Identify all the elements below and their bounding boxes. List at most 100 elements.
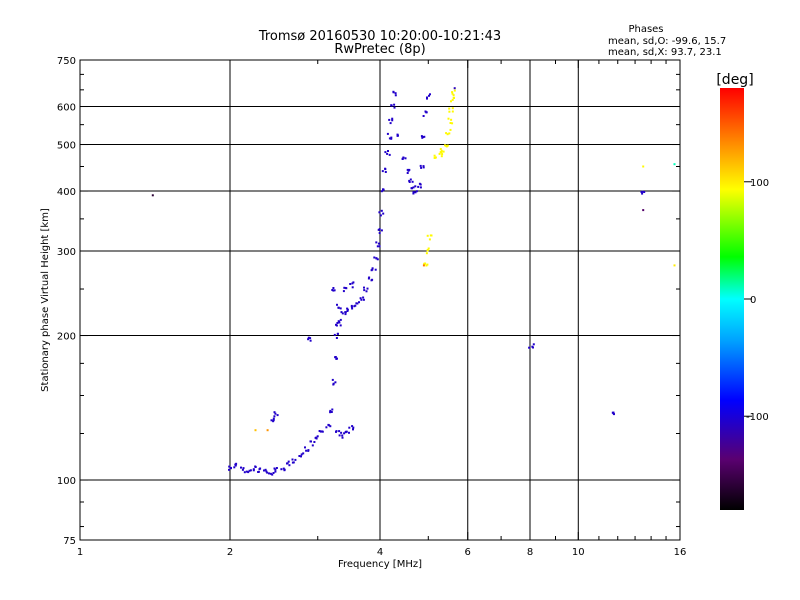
x-tick-label: 6: [465, 547, 471, 558]
echo-point: [387, 150, 389, 152]
echo-point: [451, 92, 454, 95]
echo-point: [234, 463, 237, 466]
echo-point: [264, 468, 267, 471]
echo-point: [442, 150, 445, 153]
y-axis-label: Stationary phase Virtual Height [km]: [40, 208, 51, 392]
echo-point: [375, 257, 378, 260]
echo-point: [411, 180, 414, 183]
echo-point: [339, 318, 342, 321]
echo-point: [396, 134, 399, 137]
echo-point: [339, 324, 342, 327]
echo-point: [332, 289, 335, 292]
echo-point: [450, 100, 452, 103]
echo-point: [343, 286, 346, 289]
echo-point: [412, 191, 415, 194]
echo-point: [447, 117, 450, 120]
echo-point: [376, 245, 379, 248]
echo-point: [325, 426, 328, 429]
echo-point: [305, 449, 308, 452]
echo-point: [368, 276, 371, 279]
echo-point: [341, 434, 344, 437]
echo-point: [273, 415, 276, 418]
echo-point: [429, 93, 431, 96]
echo-point: [346, 307, 349, 310]
echo-point: [344, 313, 347, 316]
echo-point: [270, 419, 273, 422]
y-tick-label: 200: [57, 332, 76, 343]
echo-point: [343, 432, 346, 435]
echo-point: [309, 339, 312, 342]
echo-point: [283, 468, 286, 471]
echo-point: [291, 458, 294, 461]
echo-point: [394, 92, 397, 95]
echo-point: [426, 234, 429, 237]
echo-point: [259, 467, 262, 470]
colorbar-ticks: 100 0 -100: [744, 178, 769, 423]
echo-point: [249, 469, 252, 472]
echo-point: [393, 106, 396, 109]
echo-point: [419, 183, 422, 186]
echo-point: [272, 417, 275, 420]
echo-point: [426, 96, 428, 99]
echo-point: [348, 426, 351, 429]
x-tick-label: 10: [572, 547, 585, 558]
colorbar-tick-label: 0: [750, 295, 756, 306]
echo-point: [439, 148, 442, 150]
echo-point: [228, 465, 231, 468]
echo-point: [273, 411, 276, 414]
colorbar: [720, 88, 744, 510]
echo-point: [352, 426, 355, 429]
echo-point: [331, 408, 334, 411]
x-tick-label: 1: [77, 547, 83, 558]
echo-point: [407, 169, 410, 172]
echo-point: [382, 212, 385, 215]
plot-frame: [79, 59, 681, 541]
echo-point: [453, 89, 456, 92]
echo-point: [350, 304, 353, 307]
echo-point: [441, 153, 444, 156]
echo-point: [408, 181, 411, 183]
echo-point: [420, 135, 423, 138]
echo-point: [419, 164, 422, 167]
echo-point: [426, 97, 428, 100]
echo-point: [390, 104, 393, 107]
echo-point: [404, 157, 407, 160]
echo-point: [233, 466, 236, 469]
echo-point: [318, 430, 321, 432]
echo-point: [268, 472, 270, 475]
echo-point: [300, 455, 302, 458]
echo-point: [438, 152, 441, 155]
chart-subtitle: RwPretec (8p): [334, 42, 425, 57]
echo-point: [247, 471, 250, 474]
echo-point: [348, 431, 350, 434]
echo-point: [380, 209, 383, 212]
echo-point: [390, 137, 393, 140]
echo-point: [377, 242, 380, 245]
echo-point: [228, 468, 230, 471]
echo-point: [257, 470, 260, 473]
echo-point: [449, 122, 452, 124]
echo-point: [425, 252, 428, 255]
echo-point: [370, 269, 373, 272]
echo-point: [286, 462, 288, 465]
echo-point: [342, 290, 345, 293]
echo-point: [274, 470, 277, 473]
echo-point: [451, 110, 454, 113]
echo-point: [311, 444, 314, 447]
y-tick-label: 100: [57, 476, 76, 487]
x-tick-label: 2: [227, 547, 233, 558]
echo-point: [388, 118, 391, 121]
echo-point: [291, 461, 294, 464]
echo-point: [263, 469, 265, 472]
echo-point: [643, 191, 646, 193]
x-axis-label: Frequency [MHz]: [338, 559, 422, 570]
echo-point: [426, 263, 429, 266]
echo-point: [266, 471, 269, 474]
echo-point: [401, 157, 404, 160]
echo-point: [391, 117, 394, 120]
echo-point: [414, 185, 417, 188]
echo-point: [363, 289, 366, 292]
echo-point: [673, 163, 676, 166]
echo-point: [341, 436, 344, 439]
y-tick-label: 750: [57, 56, 76, 67]
